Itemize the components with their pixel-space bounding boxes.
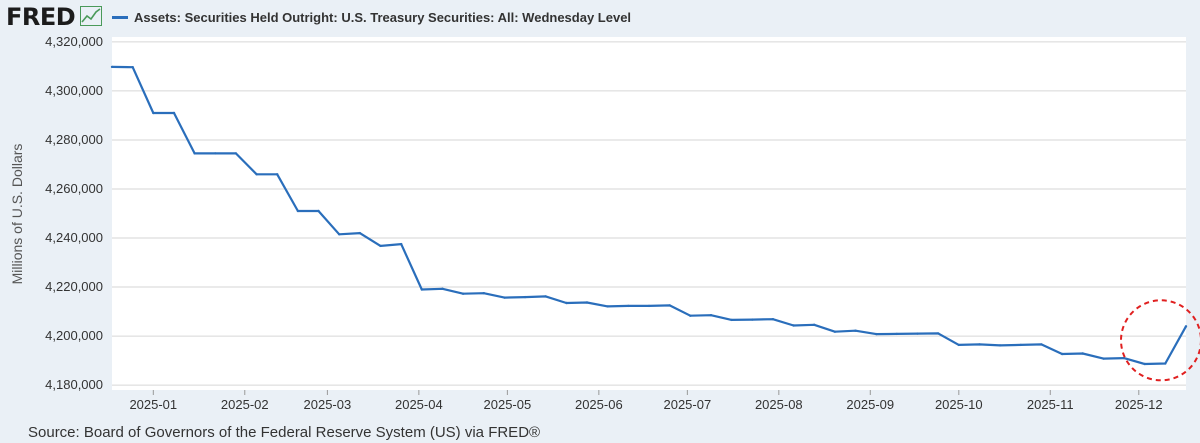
legend-line-swatch (112, 15, 128, 19)
data-point (193, 152, 196, 155)
data-point (1122, 356, 1126, 360)
x-tick-label: 2025-06 (575, 397, 623, 412)
data-point (441, 287, 444, 290)
data-point (627, 304, 630, 308)
y-tick-label: 4,260,000 (45, 181, 103, 196)
data-point (1060, 352, 1064, 356)
data-point (234, 152, 238, 155)
data-point (1040, 343, 1043, 346)
data-point (606, 305, 609, 308)
x-tick-label: 2025-05 (484, 397, 532, 412)
data-point (689, 314, 692, 317)
x-tick-label: 2025-12 (1115, 397, 1163, 412)
data-point (276, 173, 279, 176)
x-tick-label: 2025-04 (395, 397, 443, 412)
data-point (400, 242, 403, 246)
data-point (875, 332, 878, 336)
x-tick-label: 2025-08 (755, 397, 803, 412)
chart-legend: Assets: Securities Held Outright: U.S. T… (112, 8, 631, 26)
series-layer (110, 65, 1188, 366)
x-tick-label: 2025-09 (846, 397, 894, 412)
data-point (751, 318, 754, 321)
data-point (317, 209, 320, 213)
data-point (647, 304, 651, 308)
data-point (730, 318, 733, 322)
data-point (854, 329, 857, 332)
chart-header: FRED Assets: Securities Held Outright: U… (0, 0, 1200, 32)
data-point (1081, 352, 1084, 355)
data-point (895, 332, 898, 336)
data-point (338, 233, 341, 236)
x-tick-label: 2025-02 (221, 397, 269, 412)
data-point (771, 318, 775, 321)
data-point (957, 343, 960, 347)
y-axis-ticks: 4,180,000 4,200,000 4,220,000 4,240,000 4,26… (45, 34, 103, 392)
x-tick-label: 2025-11 (1027, 397, 1074, 412)
data-point (1164, 362, 1167, 365)
data-point (937, 332, 940, 335)
data-point (358, 231, 361, 235)
y-tick-label: 4,180,000 (45, 377, 103, 392)
y-tick-label: 4,280,000 (45, 132, 103, 147)
data-point (1143, 362, 1146, 366)
line-chart: 4,180,000 4,200,000 4,220,000 4,240,000 4,26… (9, 34, 1200, 412)
legend-label: Assets: Securities Held Outright: U.S. T… (134, 9, 632, 25)
data-point (523, 295, 527, 299)
data-point (833, 330, 837, 333)
x-tick-label: 2025-10 (935, 397, 983, 412)
y-tick-label: 4,200,000 (45, 328, 103, 343)
data-point (709, 314, 713, 317)
y-axis-label: Millions of U.S. Dollars (9, 144, 25, 285)
y-tick-label: 4,220,000 (45, 279, 103, 294)
fred-graph-icon (80, 6, 102, 26)
data-point (379, 244, 382, 248)
data-point (482, 292, 485, 295)
data-point (255, 173, 258, 176)
data-point (131, 66, 134, 69)
y-tick-label: 4,300,000 (45, 83, 103, 98)
data-point (296, 209, 300, 213)
plot-background (112, 37, 1186, 390)
data-point (214, 152, 217, 155)
data-point (998, 344, 1002, 347)
data-point (1184, 325, 1188, 328)
data-point (172, 111, 176, 115)
data-point (792, 324, 795, 327)
fred-logo[interactable]: FRED (6, 3, 76, 31)
data-point (503, 296, 506, 299)
data-point (585, 301, 589, 304)
data-point (110, 65, 114, 69)
data-point (152, 111, 155, 115)
data-point (1019, 343, 1022, 347)
data-point (978, 343, 981, 346)
grid-lines (112, 41, 1186, 386)
data-point (565, 301, 568, 305)
x-tick-label: 2025-01 (129, 397, 177, 412)
data-point (461, 292, 465, 295)
x-tick-label: 2025-03 (304, 397, 352, 412)
data-point (813, 323, 816, 326)
data-point (420, 288, 423, 291)
source-note: Source: Board of Governors of the Federa… (28, 424, 541, 441)
data-point (916, 332, 919, 335)
data-point (668, 304, 671, 307)
y-tick-label: 4,240,000 (45, 230, 103, 245)
y-tick-label: 4,320,000 (45, 34, 103, 49)
x-tick-label: 2025-07 (663, 397, 711, 412)
x-axis-ticks: 2025-01 2025-02 2025-03 2025-04 2025-05 2025-… (129, 390, 1163, 412)
data-point (1102, 357, 1105, 360)
data-point (544, 295, 547, 298)
